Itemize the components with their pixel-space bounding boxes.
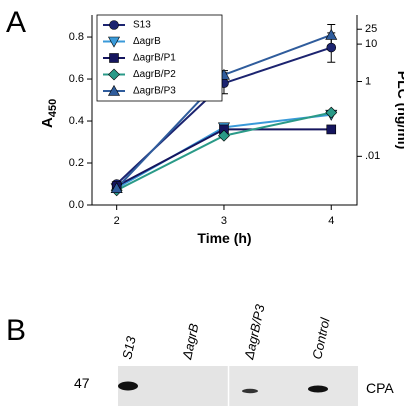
panel-label: A [6,6,26,39]
y-axis-title: A450 [39,99,59,128]
y-axis-title-sub: 450 [47,99,59,117]
x-axis-title: Time (h) [197,230,251,246]
lane-label: S13 [119,334,139,360]
marker [325,106,338,119]
y2-axis-title: PLC (ng/ml) [395,71,404,150]
mw-marker: 47 [74,375,90,391]
x-tick-label: 3 [221,215,227,227]
legend-label: ΔagrB/P1 [133,53,176,64]
y2-tick-label: 10 [365,38,377,50]
x-tick-label: 4 [328,215,334,227]
y-axis-title-main: A [39,117,56,128]
legend-label: ΔagrB [133,36,161,47]
x-tick-label: 2 [114,215,120,227]
band [308,385,328,393]
marker [107,84,121,96]
marker [326,124,337,135]
blot [118,366,358,406]
y-tick-label: 0.2 [69,157,84,169]
axis-line [91,15,358,206]
y2-tick-label: 1 [365,75,371,87]
blot-membrane [229,366,358,406]
lane-label: ΔagrB [179,322,201,362]
legend-label: ΔagrB/P2 [133,69,176,80]
marker [110,182,123,194]
lane-label: ΔagrB/P3 [241,302,268,361]
y-tick-label: 0.4 [69,115,84,127]
band [242,388,258,394]
marker [326,42,337,53]
band [118,381,138,391]
y-tick-label: 0.6 [69,73,84,85]
y2-tick-label: .01 [365,150,380,162]
marker [109,20,119,30]
legend-label: ΔagrB/P3 [133,86,176,97]
marker [218,129,230,142]
lane-label: Control [309,315,333,360]
marker [109,53,119,63]
y-tick-label: 0.8 [69,31,84,43]
marker [108,68,120,81]
marker [325,28,338,40]
legend-label: S13 [133,20,151,31]
blot-label: CPA [366,380,394,396]
y-tick-label: 0.0 [69,199,84,211]
y2-tick-label: 25 [365,23,377,35]
panel-label: B [6,314,26,347]
marker [107,36,121,48]
